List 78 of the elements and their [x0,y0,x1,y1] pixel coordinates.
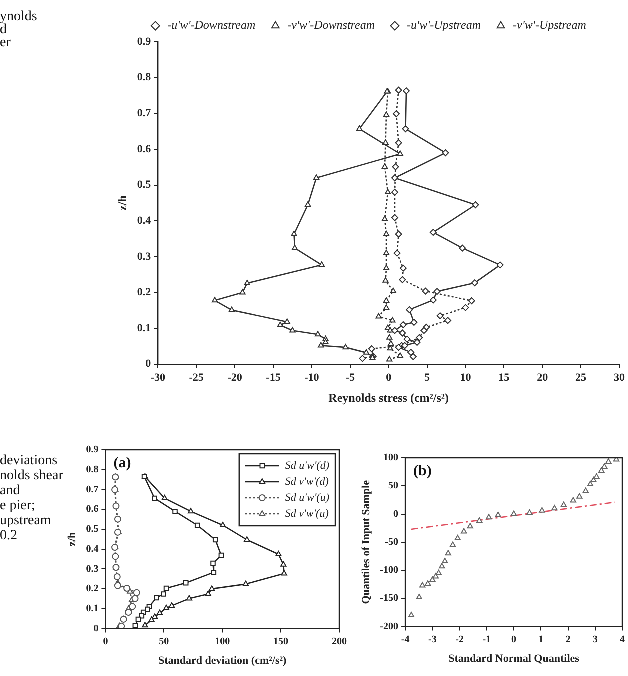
legend-label: -v'w'-Upstream [513,18,587,32]
y-tick-label: 0.7 [137,107,152,120]
legend-label: -u'w'-Downstream [168,18,256,32]
x-tick-label: -4 [401,634,410,646]
y-tick-label: 0.4 [137,214,152,227]
text: ynolds [0,10,38,25]
y-tick-label: -200 [380,621,399,632]
x-tick-label: 20 [537,372,549,384]
y-tick-label: 0.9 [86,444,99,456]
legend-label: -u'w'-Upstream [407,18,482,32]
y-tick-label: 0.3 [86,564,99,575]
y-tick-label: 0.5 [86,524,99,536]
x-tick-label: -10 [304,372,320,384]
x-tick-label: 5 [424,372,431,384]
y-tick-label: 0.4 [86,544,99,555]
x-tick-label: -1 [482,634,492,646]
x-tick-label: 2 [566,634,571,646]
y-tick-label: -150 [380,593,399,604]
text: upstream [0,514,52,529]
x-tick-label: -3 [428,634,437,646]
text: and [0,484,20,499]
y-tick-label: 0.2 [137,286,152,299]
legend-label: Sd v'w'(d) [285,476,330,488]
y-tick-label: 100 [384,452,399,464]
text: 0.2 [0,528,18,544]
x-tick-label: 10 [460,372,472,384]
text: d [0,22,7,38]
x-axis-title: Standard deviation (cm²/s²) [158,655,288,668]
x-tick-label: -20 [228,372,243,384]
y-tick-label: 0.2 [86,584,99,595]
text: e pier; [0,498,36,514]
y-tick-label: 0 [394,508,399,520]
x-tick-label: 30 [614,372,626,384]
x-tick-label: 15 [498,372,510,384]
x-tick-label: 100 [215,636,230,648]
y-tick-label: 0.8 [86,464,99,476]
y-tick-label: 0 [146,358,152,370]
x-tick-label: 3 [592,634,598,646]
legend-label: Sd u'w'(u) [285,492,330,504]
y-axis-title: Quantiles of Input Sample [360,480,372,604]
x-axis-title: Reynolds stress (cm²/s²) [328,390,449,405]
x-tick-label: 150 [274,636,289,648]
y-tick-label: 0.5 [137,179,152,192]
x-tick-label: -15 [266,372,282,384]
text: deviations [0,454,58,469]
x-tick-label: -25 [189,372,204,384]
x-tick-label: 0 [512,634,517,646]
x-tick-label: 1 [538,634,544,646]
y-tick-label: 0.6 [86,504,99,516]
y-tick-label: 0.7 [86,484,99,496]
y-tick-label: 0.9 [137,36,152,48]
legend-label: Sd u'w'(d) [285,460,330,472]
chart-title: (a) [114,455,132,472]
x-tick-label: 4 [620,634,625,646]
y-tick-label: -100 [380,565,399,576]
x-tick-label: -30 [150,372,166,384]
y-tick-label: 0.3 [137,250,152,263]
x-tick-label: 25 [576,372,588,384]
text: nolds shear [0,468,64,484]
y-tick-label: 0.1 [86,604,99,615]
y-axis-title: z/h [115,195,130,211]
y-tick-label: 0.8 [137,72,152,84]
text: er [0,36,12,51]
y-tick-label: -50 [385,536,399,548]
x-tick-label: 0 [103,636,108,648]
y-tick-label: 50 [388,480,399,492]
y-axis-title: z/h [66,532,78,546]
y-tick-label: 0 [94,623,99,634]
y-tick-label: 0.6 [137,143,152,156]
chart-title: (b) [414,463,432,480]
y-tick-label: 0.1 [137,322,152,334]
legend-label: -v'w'-Downstream [288,18,376,32]
x-axis-title: Standard Normal Quantiles [448,653,580,666]
legend-label: Sd v'w'(u) [285,508,330,520]
x-tick-label: -5 [346,372,356,384]
x-tick-label: 200 [332,636,347,648]
x-tick-label: -2 [456,634,464,646]
x-tick-label: 50 [159,636,170,648]
